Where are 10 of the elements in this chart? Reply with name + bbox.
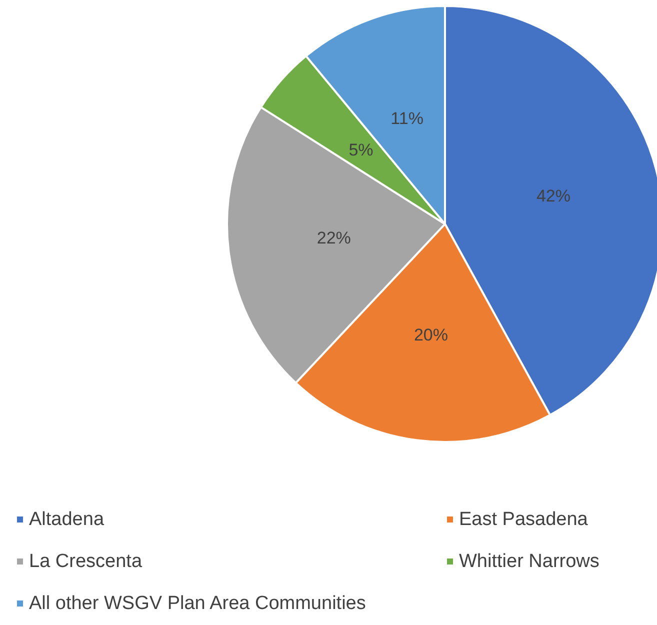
legend-label: Whittier Narrows [459,551,600,572]
legend-label: East Pasadena [459,509,588,530]
data-label: 11% [390,109,424,128]
legend-label: La Crescenta [29,551,142,572]
legend-label: All other WSGV Plan Area Communities [29,593,366,614]
data-label: 42% [536,186,570,206]
data-label: 5% [348,140,374,160]
data-label: 20% [414,326,448,345]
data-label: 22% [316,228,351,248]
legend-label: Altadena [29,509,104,530]
